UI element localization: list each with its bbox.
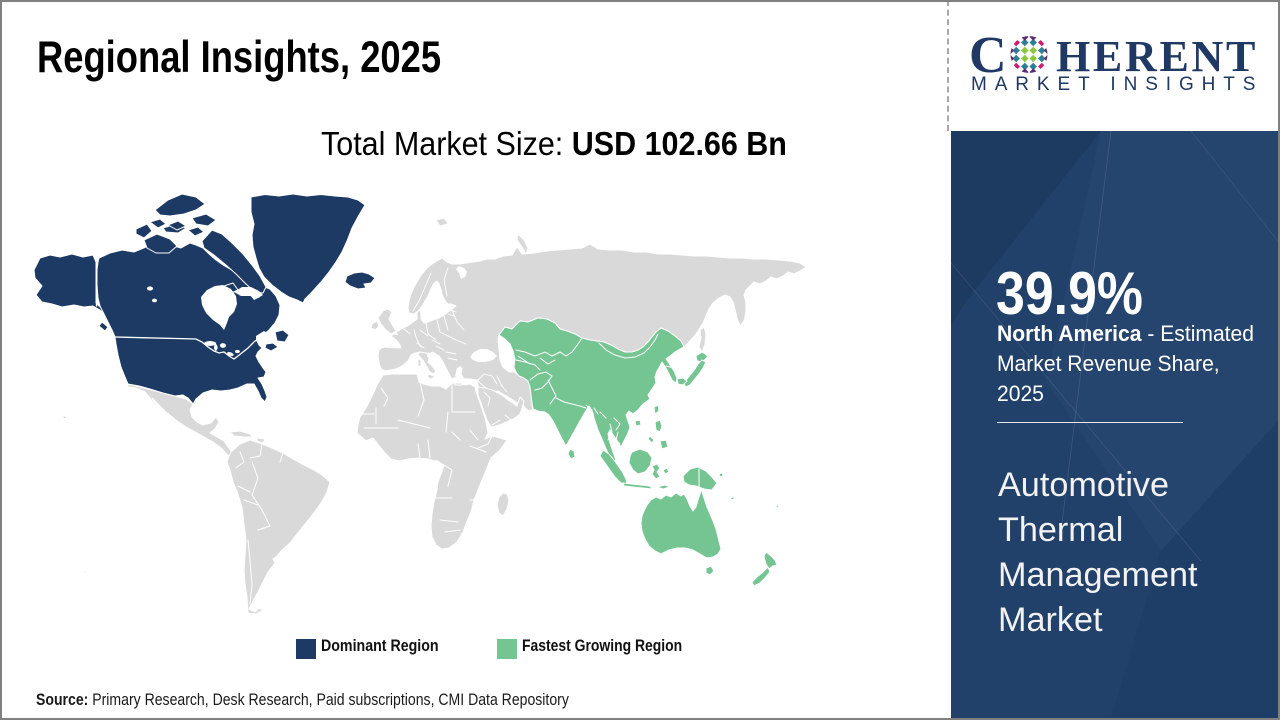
- svg-text:MARKET INSIGHTS: MARKET INSIGHTS: [971, 74, 1263, 95]
- svg-text:HERENT: HERENT: [1056, 32, 1258, 81]
- svg-text:C: C: [969, 27, 1007, 84]
